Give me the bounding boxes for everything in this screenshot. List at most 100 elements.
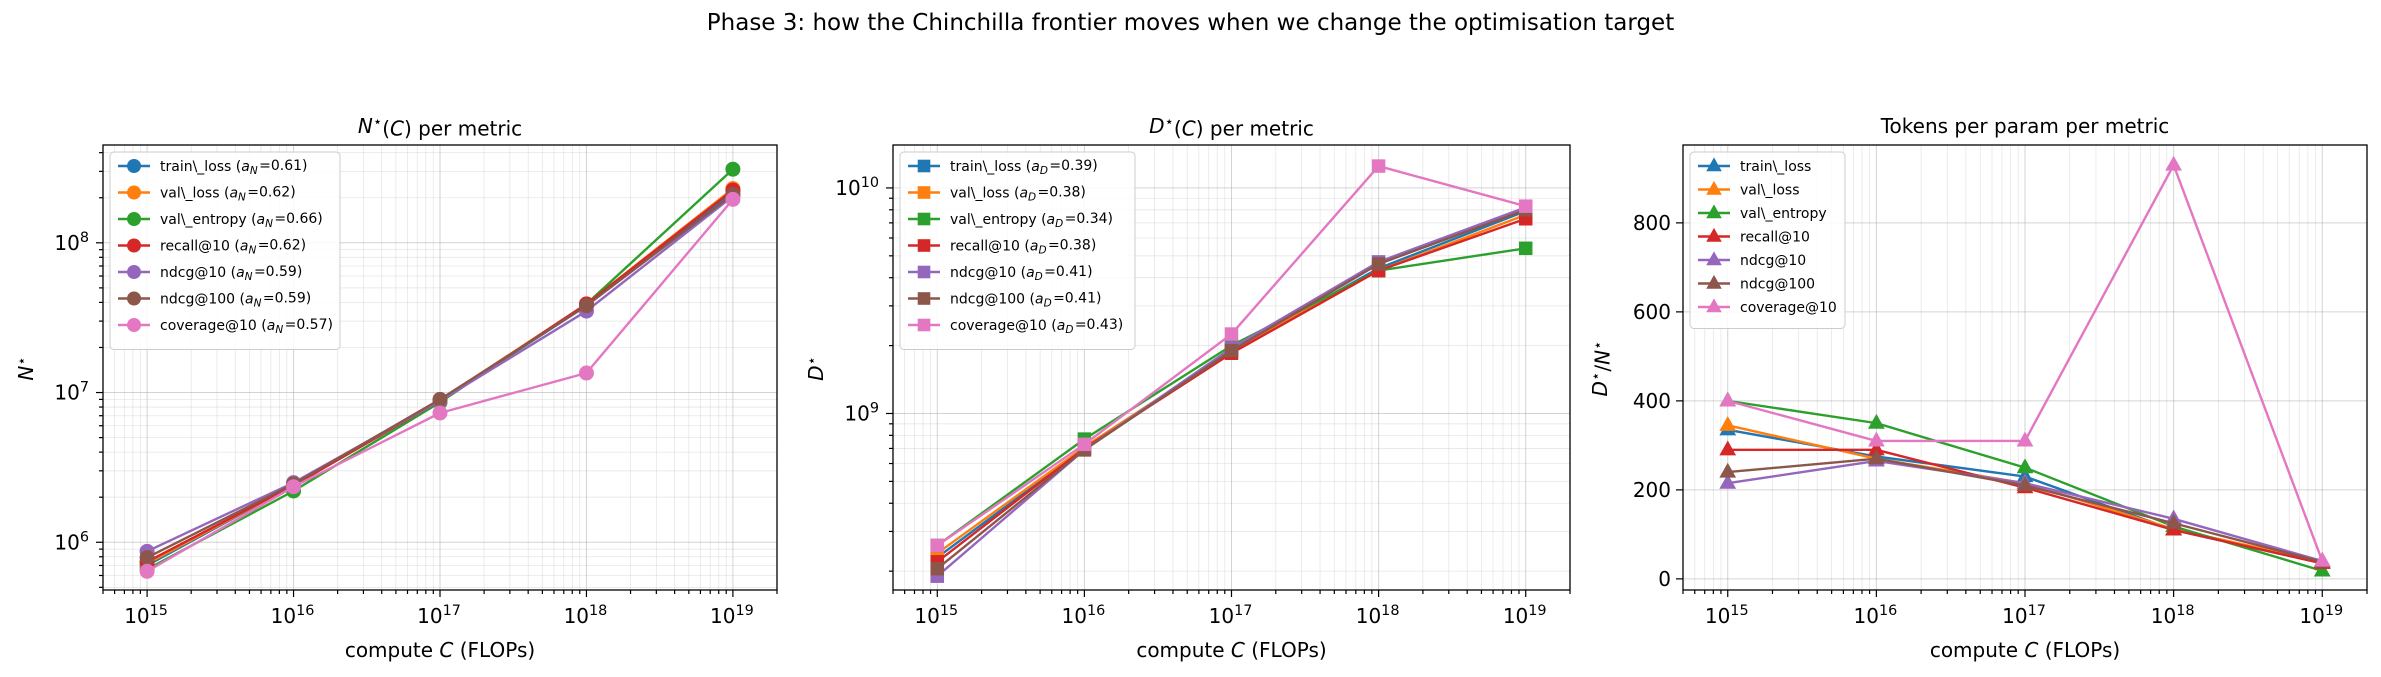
x-tick-label: 1019 (2299, 603, 2345, 631)
legend-marker (917, 265, 931, 279)
x-axis-label: compute C (FLOPs) (1930, 638, 2120, 662)
y-tick-label: 0 (1658, 567, 1671, 591)
x-tick-label: 1019 (710, 603, 756, 631)
legend-label: ndcg@10 (aD =0.41) (950, 264, 1093, 283)
x-tick-label: 1019 (1503, 603, 1549, 631)
legend-entry-train-loss: train\_loss (aN =0.61) (118, 158, 308, 177)
legend-entry-coverage-10: coverage@10 (1698, 298, 1837, 316)
legend-marker (1706, 180, 1722, 195)
legend-entry-coverage-10: coverage@10 (aD =0.43) (908, 317, 1123, 336)
legend-marker (917, 159, 931, 173)
legend-entry-val-loss: val\_loss (aN =0.62) (118, 184, 296, 204)
legend-entry-train-loss: train\_loss (1698, 157, 1811, 175)
legend: train\_loss val\_loss val\_entropy recall@1… (1689, 151, 1846, 329)
panel-title: N⋆(C) per metric (358, 112, 522, 140)
legend-label: recall@10 (1740, 230, 1810, 246)
legend-marker (127, 238, 141, 253)
data-point (1371, 257, 1386, 271)
y-tick-label: 107 (54, 380, 91, 408)
y-tick-label: 800 (1633, 211, 1671, 235)
y-tick-label: 109 (844, 401, 881, 429)
x-tick-label: 1015 (1705, 603, 1751, 631)
legend-entry-ndcg-100: ndcg@100 (1698, 274, 1815, 293)
data-point (725, 161, 741, 177)
legend-label: coverage@10 (aN =0.57) (160, 317, 333, 336)
legend-marker (127, 291, 141, 306)
data-point (1868, 440, 1885, 456)
x-axis-label: compute C (FLOPs) (345, 638, 535, 662)
legend: train\_loss (aD =0.39) val\_loss (aD =0.3… (899, 151, 1136, 350)
x-tick-label: 1015 (914, 603, 960, 631)
legend-entry-recall-10: recall@10 (aD =0.38) (908, 237, 1096, 257)
data-point (432, 405, 448, 421)
legend-label: val\_loss (aN =0.62) (160, 184, 296, 203)
data-point (1224, 327, 1239, 341)
chart-panel-2: 1015 1016 1017 1018 1019 109 1010 D⋆(C) … (802, 112, 1571, 662)
data-point (1077, 437, 1092, 452)
legend-label: recall@10 (aD =0.38) (950, 237, 1096, 256)
legend-entry-val-entropy: val\_entropy (aN =0.66) (118, 211, 323, 230)
data-point (432, 391, 448, 407)
y-tick-label: 200 (1633, 478, 1671, 502)
legend-marker (1706, 157, 1722, 172)
data-point (1868, 431, 1885, 447)
y-tick-label: 1010 (835, 175, 881, 203)
legend-entry-train-loss: train\_loss (aD =0.39) (908, 158, 1098, 177)
data-point (2016, 458, 2034, 474)
legend-entry-val-loss: val\_loss (aD =0.38) (908, 184, 1086, 204)
legend-entry-val-entropy: val\_entropy (aD =0.34) (908, 211, 1113, 230)
x-tick-label: 1017 (417, 603, 463, 631)
legend-marker (917, 212, 931, 226)
legend-entry-ndcg-10: ndcg@10 (aD =0.41) (908, 264, 1093, 283)
legend-label: ndcg@10 (aN =0.59) (160, 264, 302, 283)
data-point (2016, 476, 2034, 492)
legend-entry-ndcg-10: ndcg@10 (aN =0.59) (118, 264, 302, 283)
series-coverage-10 (1719, 155, 2331, 567)
data-point (1719, 462, 1737, 478)
legend-label: ndcg@100 (aD =0.41) (950, 290, 1101, 309)
legend-label: train\_loss (1740, 159, 1811, 175)
data-point (1868, 413, 1885, 429)
data-point (139, 550, 155, 566)
x-tick-label: 1017 (1209, 603, 1255, 631)
legend-label: val\_entropy (1740, 206, 1827, 222)
legend-label: coverage@10 (1740, 300, 1837, 316)
legend-marker (917, 318, 931, 332)
y-axis-label: D⋆ (802, 354, 830, 381)
legend-marker (1706, 298, 1722, 313)
x-tick-label: 1018 (564, 603, 610, 631)
legend-marker (127, 159, 141, 173)
chart-panel-3: 1015 1016 1017 1018 1019 0 200 400 600 800 To… (1586, 114, 2368, 662)
x-tick-label: 1018 (1356, 603, 1402, 631)
legend-marker (127, 318, 141, 332)
legend-label: train\_loss (aN =0.61) (160, 158, 308, 177)
legend-marker (1706, 204, 1722, 219)
legend-marker (127, 265, 141, 279)
data-point (1371, 159, 1386, 173)
data-point (578, 365, 594, 381)
legend-entry-ndcg-10: ndcg@10 (1698, 251, 1806, 269)
legend-entry-recall-10: recall@10 (aN =0.62) (118, 237, 306, 257)
data-point (1719, 473, 1737, 489)
x-tick-label: 1018 (2151, 603, 2197, 631)
x-tick-label: 1017 (2002, 603, 2048, 631)
data-point (725, 191, 741, 207)
legend-label: val\_loss (aD =0.38) (950, 184, 1086, 203)
data-point (2313, 551, 2331, 567)
y-tick-label: 106 (54, 529, 91, 557)
series-coverage-10 (930, 159, 1533, 553)
data-point (1868, 449, 1885, 465)
data-point (1518, 199, 1533, 213)
legend-label: val\_loss (1740, 183, 1800, 199)
data-point (1518, 241, 1533, 256)
data-point (1719, 391, 1737, 407)
data-point (286, 479, 302, 495)
legend-entry-val-loss: val\_loss (1698, 180, 1800, 199)
legend-entry-coverage-10: coverage@10 (aN =0.57) (118, 317, 333, 336)
legend-entry-ndcg-100: ndcg@100 (aD =0.41) (908, 290, 1101, 310)
y-axis-label: D⋆/N⋆ (1586, 339, 1616, 397)
legend-marker (127, 185, 141, 200)
data-point (578, 298, 594, 314)
panel-title: Tokens per param per metric (1880, 114, 2170, 138)
